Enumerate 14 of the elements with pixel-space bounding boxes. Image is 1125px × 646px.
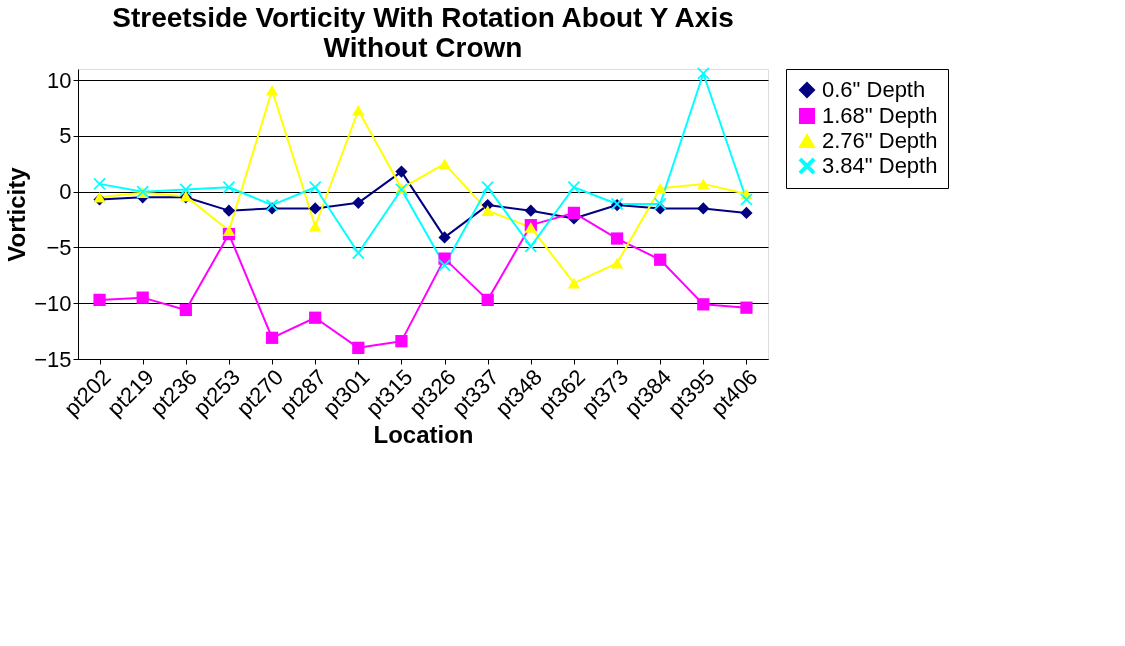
text: Without Crown	[323, 32, 523, 64]
y-tick-label: 5	[59, 123, 72, 149]
y-tick-label: −10	[34, 290, 72, 316]
y-tick-label: −15	[34, 346, 72, 372]
x-axis-title: Location	[373, 421, 474, 449]
y-tick-label: 0	[59, 179, 72, 205]
legend-label: 2.76" Depth	[822, 128, 938, 153]
y-axis-title: Vorticity	[3, 166, 31, 262]
text: Streetside Vorticity With Rotation About Y Axis	[112, 2, 734, 34]
legend-label: 3.84" Depth	[822, 153, 938, 178]
y-tick-label: −5	[46, 234, 72, 260]
legend-label: 1.68" Depth	[822, 103, 938, 128]
y-tick-label: 10	[47, 67, 72, 93]
legend-label: 0.6" Depth	[822, 77, 926, 102]
